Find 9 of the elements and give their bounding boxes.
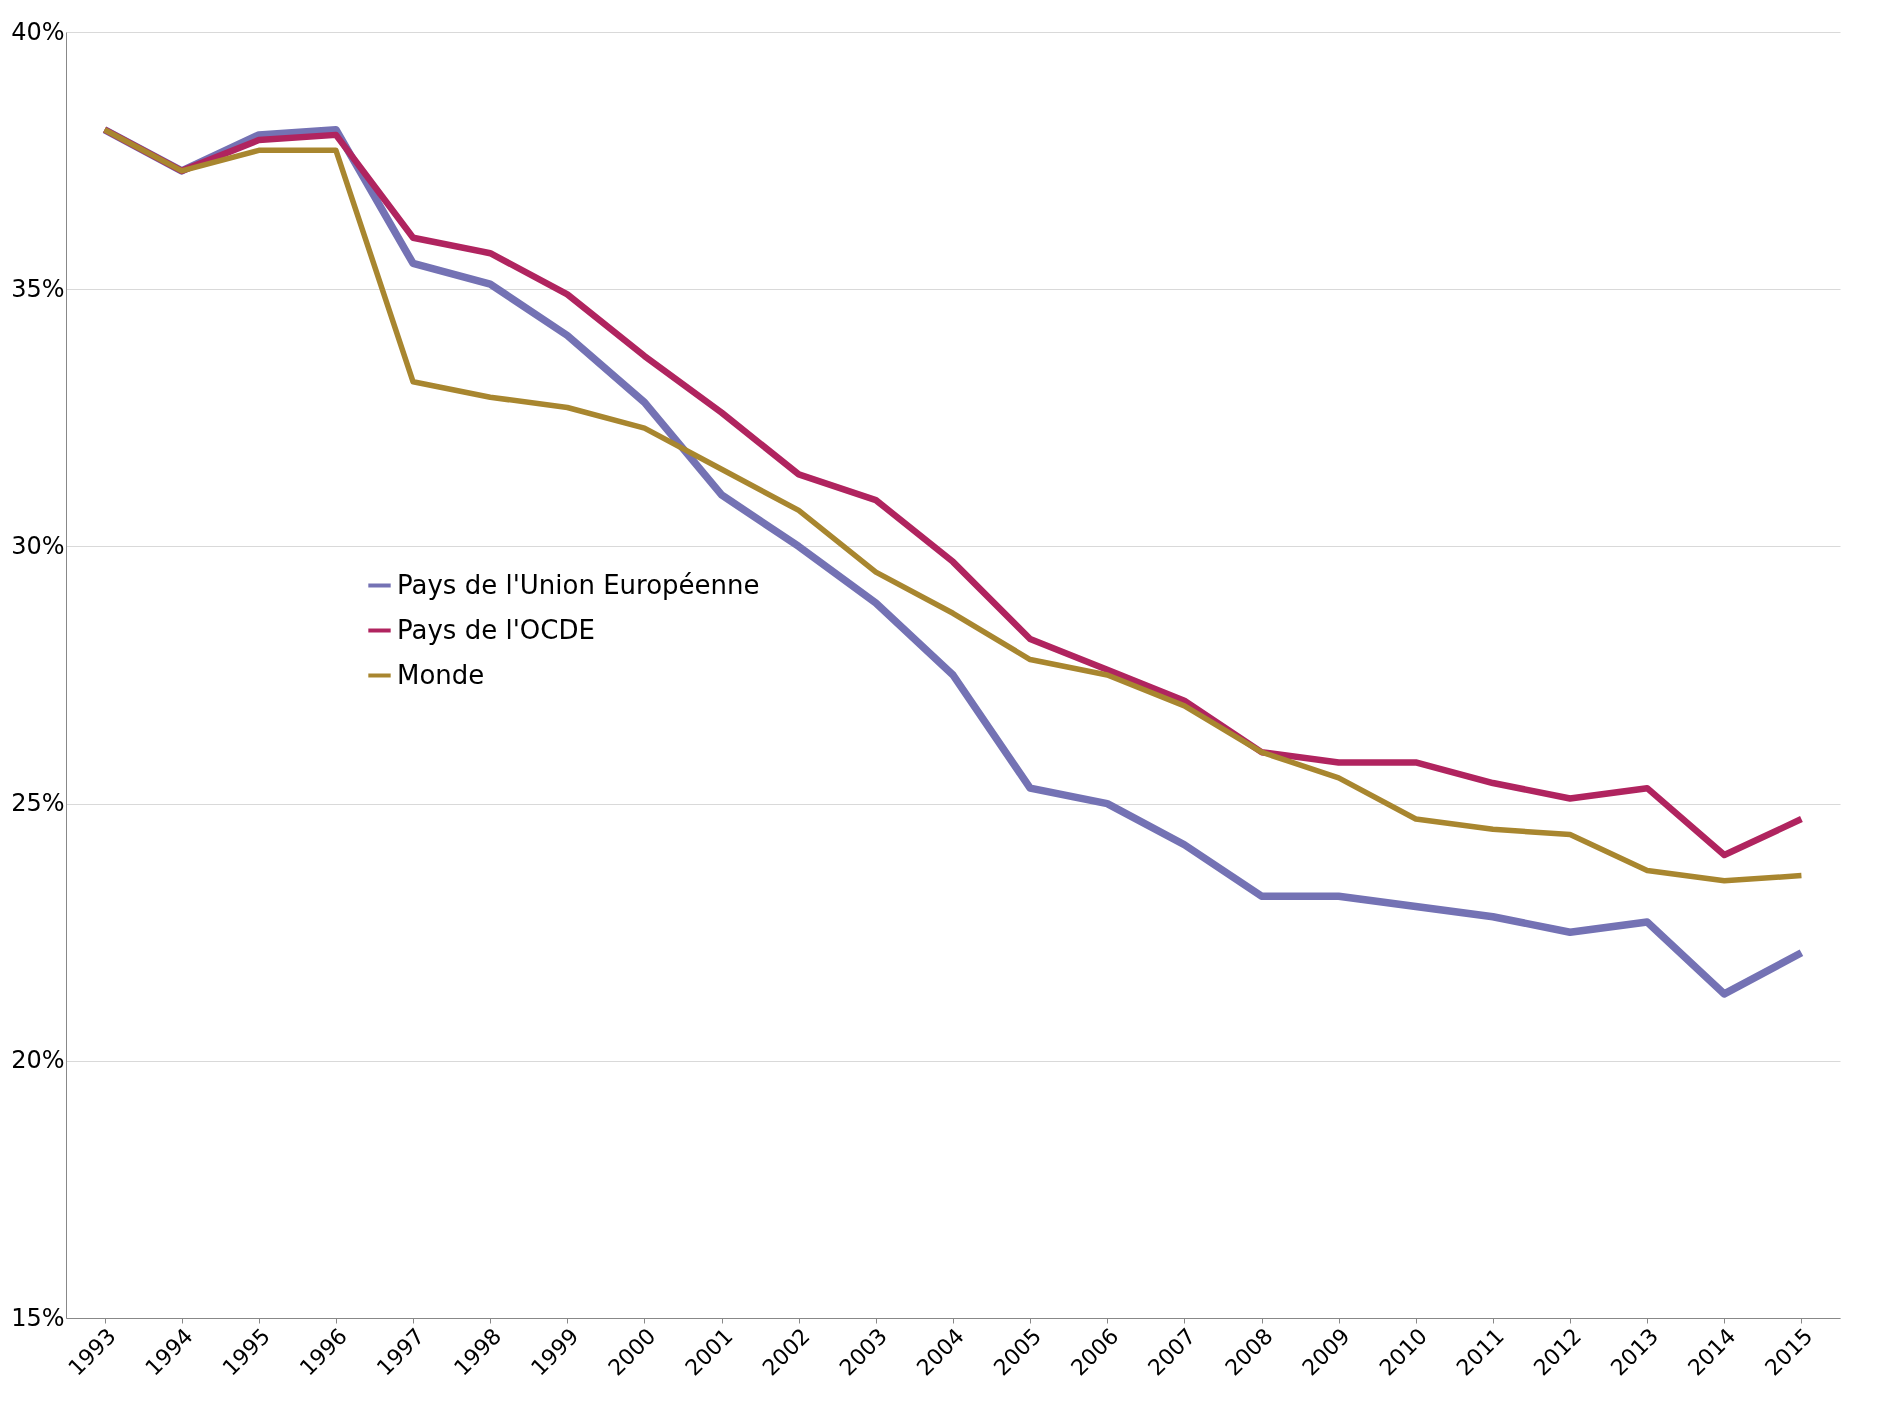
y-tick-label: 35%	[11, 274, 65, 303]
legend-label: Pays de l'OCDE	[397, 614, 595, 645]
y-tick-label: 15%	[11, 1303, 65, 1332]
y-tick-label: 20%	[11, 1046, 65, 1075]
legend-label: Pays de l'Union Européenne	[397, 569, 760, 600]
y-tick-label: 30%	[11, 531, 65, 560]
legend-label: Monde	[397, 659, 485, 690]
y-tick-label: 40%	[11, 17, 65, 46]
y-tick-label: 25%	[11, 789, 65, 818]
